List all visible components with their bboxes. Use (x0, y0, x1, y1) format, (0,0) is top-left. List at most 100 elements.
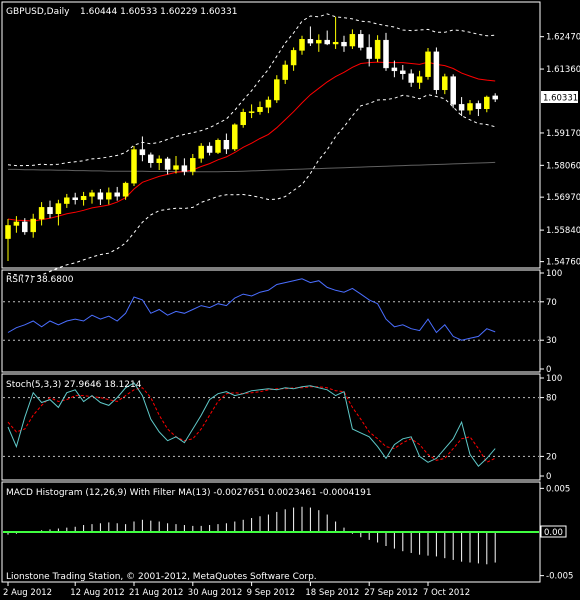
rsi-axis-tick-label: 100 (546, 269, 562, 279)
bull-candle (173, 165, 179, 170)
bear-candle (223, 140, 230, 150)
rsi-axis-tick-label: 70 (546, 298, 557, 308)
macd-zero-label: 0.00 (544, 528, 563, 538)
rsi-axis-tick-label: 0 (546, 365, 551, 375)
stoch-axis-tick-label: 0 (546, 472, 551, 482)
price-axis-tick-label: 1.56970 (546, 193, 580, 203)
bear-candle (492, 95, 498, 100)
stoch-axis-tick-label: 80 (546, 394, 557, 404)
current-price-label: 1.60331 (543, 94, 578, 104)
moving-average-line (7, 61, 496, 222)
x-axis-tick-label: 7 Oct 2012 (423, 588, 470, 598)
bear-candle (324, 39, 330, 45)
bear-candle (72, 197, 78, 201)
macd-axis-tick-label: 0.005 (546, 484, 570, 494)
macd-chart: 0.005 -0.005 (3, 484, 573, 582)
bull-candle (282, 64, 288, 80)
macd-axis-tick-label: -0.005 (546, 572, 573, 582)
bull-candle (13, 221, 20, 226)
lower-band-line (7, 94, 496, 278)
bear-candle (475, 103, 482, 109)
bull-candle (240, 111, 246, 126)
x-axis: 2 Aug 2012 12 Aug 2012 21 Aug 2012 30 Aug 2… (3, 582, 470, 598)
macd-title: MACD Histogram (12,26,9) With Filter MA(… (6, 488, 372, 498)
copyright-footer: Lionstone Trading Station, © 2001-2012, … (6, 572, 317, 582)
bull-candle (290, 50, 297, 66)
bear-candle (433, 51, 440, 91)
macd-panel-frame (1, 481, 541, 583)
bear-candle (164, 158, 171, 170)
bull-candle (55, 203, 62, 215)
bull-candle (484, 96, 490, 109)
long-ma-line (8, 161, 496, 173)
bear-candle (458, 104, 465, 111)
bull-candle (190, 158, 196, 172)
bear-candle (358, 34, 364, 48)
stoch-axis-tick-label: 20 (546, 452, 557, 462)
rsi-title: RSI(7) 38.6800 (6, 275, 74, 285)
bull-candle (416, 76, 423, 83)
price-axis-tick-label: 1.55840 (546, 226, 580, 236)
bear-candle (139, 149, 146, 156)
x-axis-tick-label: 30 Aug 2012 (188, 588, 242, 598)
bull-candle (80, 196, 87, 201)
bull-candle (131, 149, 137, 184)
price-axis-tick-label: 1.62470 (546, 33, 580, 43)
bull-candle (374, 39, 381, 59)
bear-candle (114, 192, 120, 197)
bull-candle (425, 51, 431, 77)
x-axis-tick-label: 2 Aug 2012 (3, 588, 52, 598)
rsi-line (7, 278, 496, 341)
bear-candle (47, 207, 53, 215)
bull-candle (215, 140, 221, 153)
bull-candle (89, 192, 95, 197)
x-axis-tick-label: 21 Aug 2012 (129, 588, 183, 598)
bull-candle (232, 124, 238, 150)
bull-candle (38, 207, 45, 220)
x-axis-tick-label: 9 Sep 2012 (247, 588, 295, 598)
current-price-label-bg (541, 91, 578, 103)
bull-candle (30, 218, 36, 233)
macd-zero-label-bg (540, 525, 567, 538)
price-panel-frame (1, 1, 541, 269)
bull-candle (349, 34, 356, 47)
bear-candle (450, 76, 456, 105)
price-title: GBPUSD,Daily (6, 7, 70, 17)
price-axis-tick-label: 1.59170 (546, 129, 580, 139)
bull-candle (248, 111, 255, 113)
bear-candle (307, 39, 314, 44)
bear-candle (383, 39, 389, 69)
rsi-panel-frame (1, 269, 541, 373)
stoch-panel-frame (1, 373, 541, 481)
stoch-title: Stoch(5,3,3) 27.9646 18.1214 (6, 380, 142, 390)
bear-candle (391, 67, 398, 72)
rsi-axis-tick-label: 30 (546, 336, 557, 346)
bear-candle (341, 41, 347, 47)
bull-candle (299, 39, 305, 51)
price-chart: 1.62470 1.61360 1.59170 1.58060 1.56970 1.558… (5, 13, 580, 278)
bear-candle (206, 145, 213, 153)
bear-candle (22, 221, 28, 233)
stoch-main-line (7, 382, 496, 467)
upper-band-line (7, 13, 496, 167)
stoch-signal-line (7, 386, 496, 463)
bear-candle (97, 192, 104, 200)
bear-candle (366, 47, 372, 59)
stoch-axis-tick-label: 100 (546, 374, 562, 384)
x-axis-tick-label: 18 Sep 2012 (305, 588, 359, 598)
bull-candle (106, 192, 112, 200)
bear-candle (400, 70, 406, 74)
bull-candle (274, 79, 280, 101)
bull-candle (5, 225, 11, 239)
price-axis-tick-label: 1.58060 (546, 161, 580, 171)
bull-candle (265, 99, 272, 108)
bull-candle (467, 103, 473, 111)
bull-candle (198, 145, 204, 159)
price-axis-tick-label: 1.61360 (546, 65, 580, 75)
bear-candle (408, 73, 414, 83)
price-axis-tick-label: 1.54760 (546, 258, 580, 268)
bull-candle (442, 76, 448, 91)
bull-candle (156, 158, 162, 163)
